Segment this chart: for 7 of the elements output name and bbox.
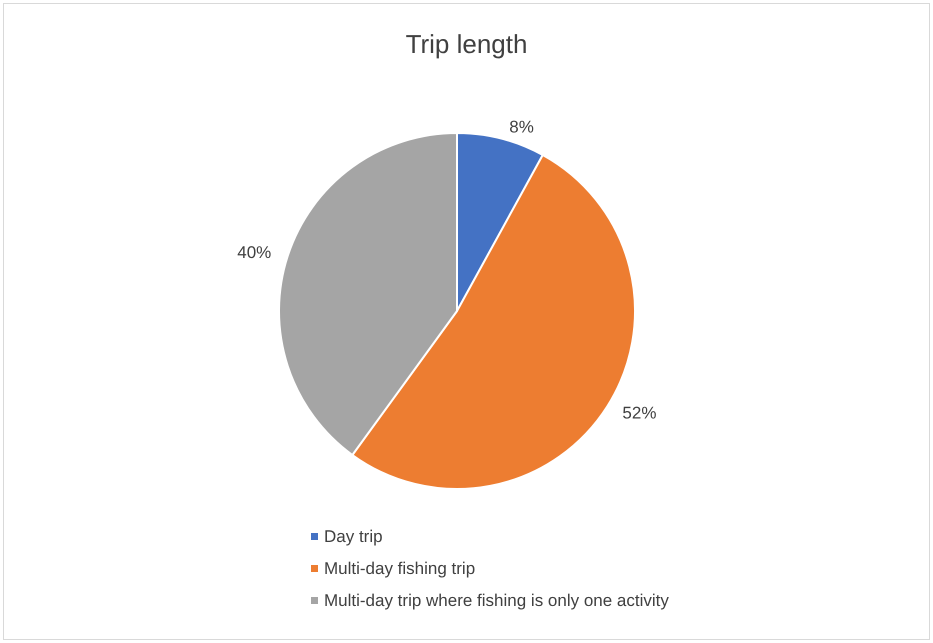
legend-label: Day trip <box>324 527 383 546</box>
data-label: 40% <box>237 242 272 262</box>
legend-label: Multi-day fishing trip <box>324 559 476 578</box>
data-label: 52% <box>622 403 656 422</box>
data-label: 8% <box>509 117 534 136</box>
chart-title: Trip length <box>406 29 528 59</box>
legend-label: Multi-day trip where fishing is only one activity <box>324 591 670 610</box>
